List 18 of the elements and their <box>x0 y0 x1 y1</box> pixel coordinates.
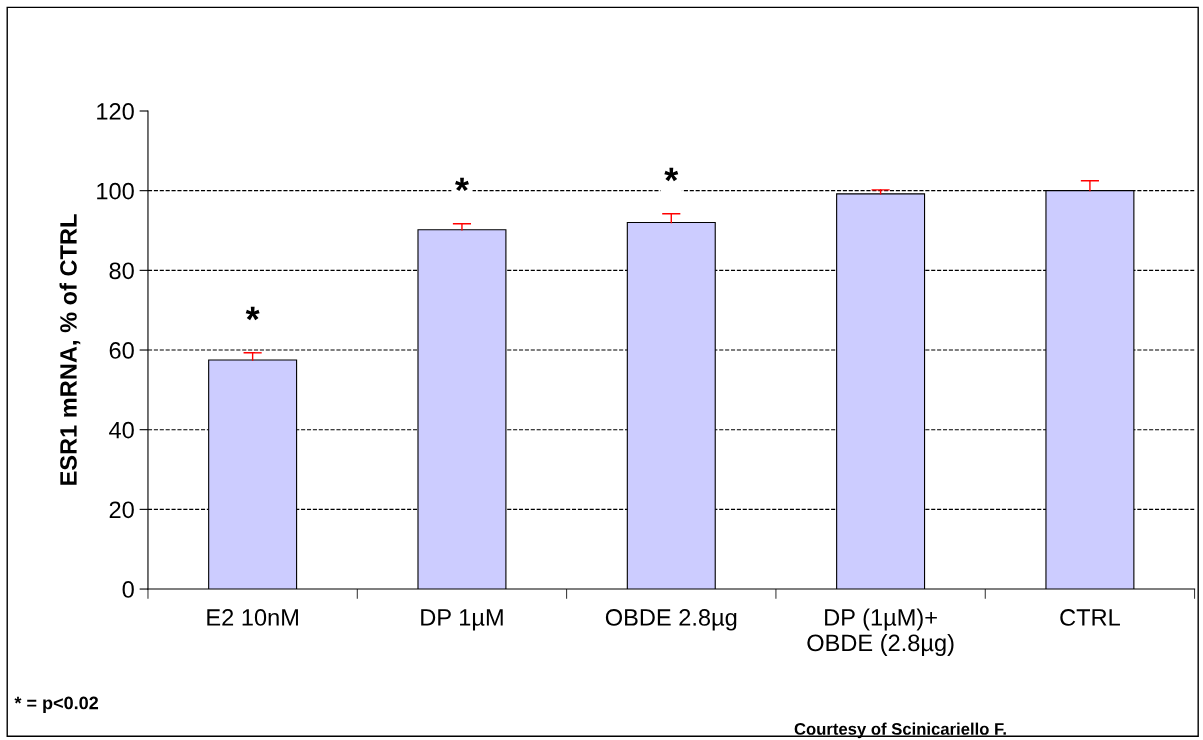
y-tick-label: 100 <box>97 182 134 200</box>
text: * = p<0.02 <box>14 696 99 713</box>
y-tick-label: 80 <box>109 262 134 280</box>
x-tick-label: DP 1µM <box>421 609 503 631</box>
y-tick-label: 40 <box>109 421 134 439</box>
annotation: * <box>664 167 679 182</box>
y-axis-title: ESR1 mRNA, % of CTRL <box>59 214 81 485</box>
x-tick-label: CTRL <box>1060 609 1120 626</box>
y-tick-label: 20 <box>109 501 134 519</box>
y-tick-label: 0 <box>122 581 134 598</box>
y-tick-label: 120 <box>97 103 134 120</box>
x-tick-label: OBDE 2.8µg <box>605 609 737 631</box>
y-tick-label: 60 <box>109 342 134 359</box>
x-tick-label: DP (1µM)+ OBDE (2.8µg) <box>807 608 954 656</box>
annotation: * <box>455 177 469 192</box>
x-tick-label: E2 10nM <box>207 609 298 626</box>
text: Courtesy of Scinicariello F. <box>794 722 1006 739</box>
annotation: * <box>245 306 260 321</box>
